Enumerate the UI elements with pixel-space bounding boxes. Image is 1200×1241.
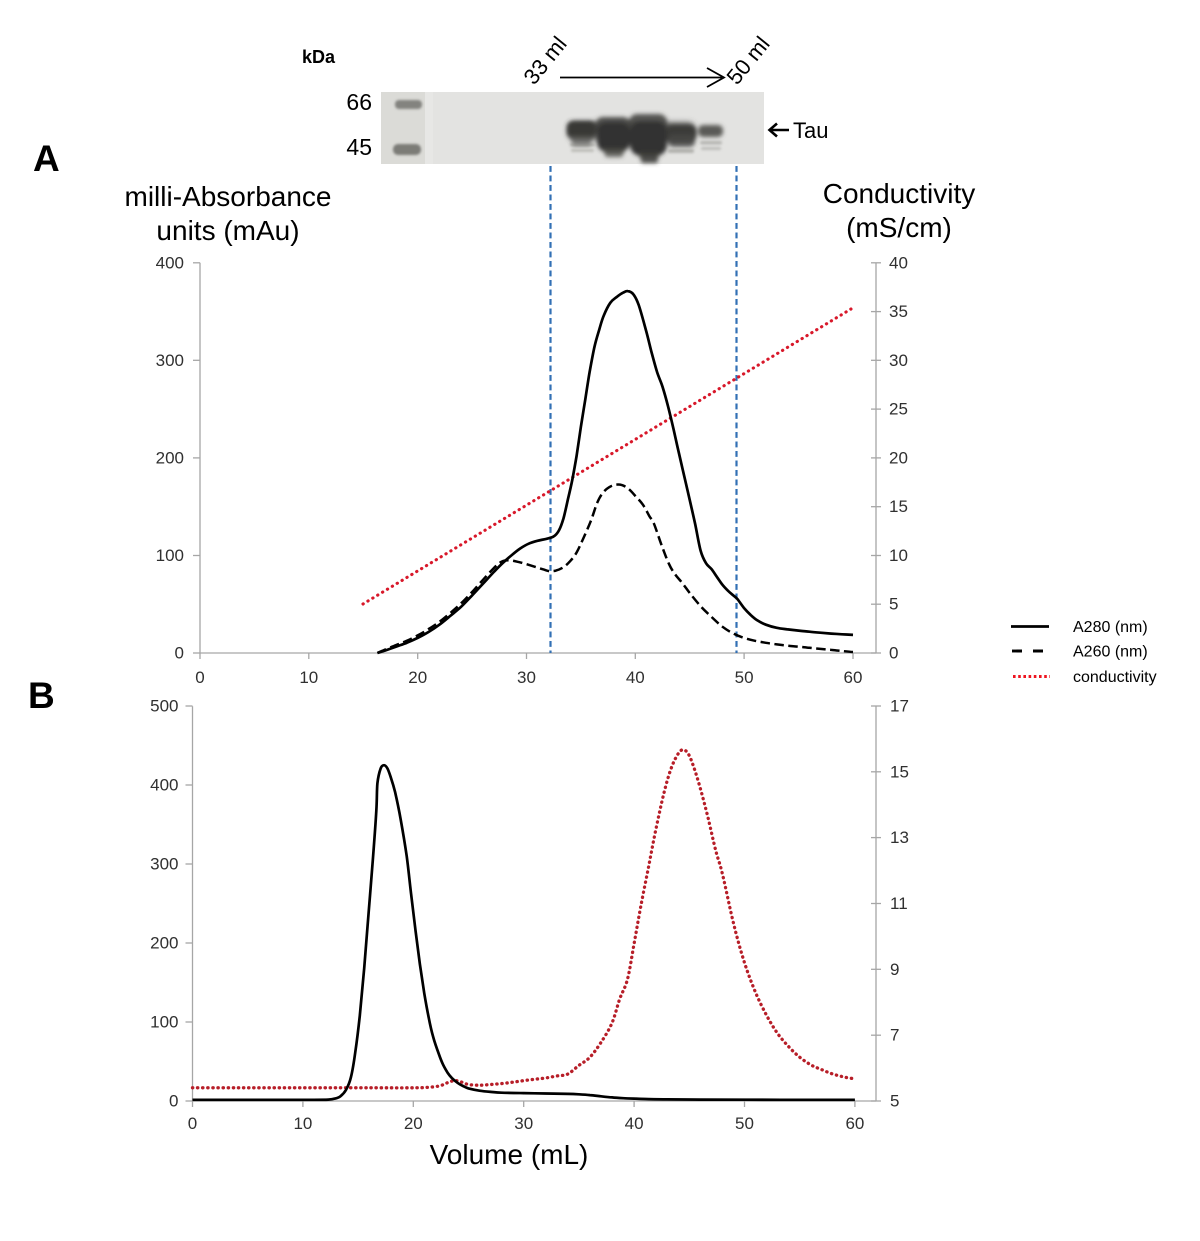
svg-text:11: 11 (890, 894, 908, 913)
svg-text:20: 20 (889, 448, 908, 467)
svg-text:40: 40 (889, 253, 908, 272)
svg-text:Tau: Tau (793, 118, 828, 143)
svg-text:milli-Absorbance: milli-Absorbance (125, 181, 332, 212)
svg-text:30: 30 (517, 668, 536, 687)
svg-text:B: B (28, 675, 55, 716)
svg-text:Volume (mL): Volume (mL) (430, 1139, 589, 1170)
svg-text:5: 5 (890, 1092, 899, 1111)
svg-text:40: 40 (625, 1114, 644, 1133)
svg-text:17: 17 (890, 697, 909, 716)
svg-text:66: 66 (346, 89, 372, 115)
svg-text:200: 200 (150, 934, 178, 953)
svg-text:50: 50 (735, 1114, 754, 1133)
svg-text:7: 7 (890, 1026, 899, 1045)
svg-text:25: 25 (889, 400, 908, 419)
svg-text:5: 5 (889, 595, 898, 614)
svg-text:13: 13 (890, 828, 909, 847)
svg-text:45: 45 (346, 134, 372, 160)
svg-text:A280 (nm): A280 (nm) (1073, 619, 1148, 636)
svg-text:15: 15 (889, 497, 908, 516)
svg-text:9: 9 (890, 960, 899, 979)
svg-text:kDa: kDa (302, 47, 336, 67)
svg-text:40: 40 (626, 668, 645, 687)
svg-text:50: 50 (735, 668, 754, 687)
svg-text:0: 0 (889, 644, 898, 663)
svg-text:400: 400 (156, 253, 184, 272)
svg-text:35: 35 (889, 302, 908, 321)
svg-text:400: 400 (150, 776, 178, 795)
svg-text:100: 100 (150, 1013, 178, 1032)
svg-text:10: 10 (293, 1114, 312, 1133)
svg-text:60: 60 (844, 668, 863, 687)
svg-text:0: 0 (175, 644, 184, 663)
svg-text:15: 15 (890, 762, 909, 781)
svg-text:conductivity: conductivity (1073, 669, 1157, 686)
svg-text:30: 30 (889, 351, 908, 370)
svg-text:10: 10 (299, 668, 318, 687)
svg-text:A: A (33, 138, 60, 179)
svg-text:0: 0 (169, 1092, 178, 1111)
svg-text:0: 0 (195, 668, 204, 687)
svg-text:300: 300 (156, 351, 184, 370)
svg-text:200: 200 (156, 448, 184, 467)
svg-text:units (mAu): units (mAu) (156, 215, 299, 246)
svg-text:10: 10 (889, 546, 908, 565)
svg-text:60: 60 (845, 1114, 864, 1133)
svg-text:20: 20 (408, 668, 427, 687)
svg-text:(mS/cm): (mS/cm) (846, 212, 952, 243)
svg-text:300: 300 (150, 855, 178, 874)
svg-text:A260 (nm): A260 (nm) (1073, 644, 1148, 661)
svg-text:100: 100 (156, 546, 184, 565)
svg-text:Conductivity: Conductivity (823, 178, 976, 209)
svg-text:500: 500 (150, 697, 178, 716)
svg-text:0: 0 (188, 1114, 197, 1133)
svg-text:30: 30 (514, 1114, 533, 1133)
svg-text:20: 20 (404, 1114, 423, 1133)
